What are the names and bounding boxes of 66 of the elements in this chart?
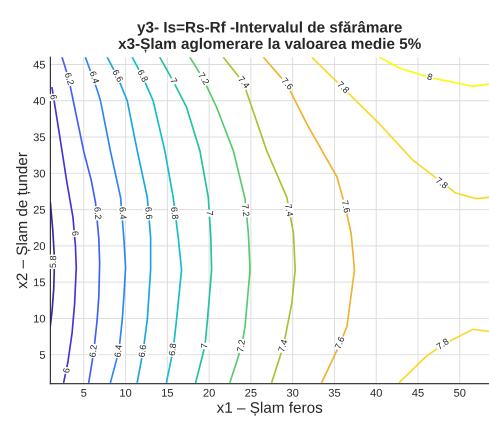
line-series [378, 57, 489, 88]
line-series [222, 57, 296, 384]
line-series [106, 57, 152, 384]
annotation: 7 [200, 344, 208, 348]
annotation: 6.6 [112, 69, 124, 82]
annotation: 7.6 [334, 336, 345, 350]
annotation: 6.6 [138, 344, 146, 358]
x-tick-label: 15 [162, 388, 174, 397]
annotation: 6.4 [114, 344, 122, 358]
x-tick-label: 20 [203, 388, 215, 397]
x-axis-title: x1 – Șlam feros [216, 402, 322, 416]
annotation: 7.8 [435, 176, 448, 189]
y-tick-label: 30 [34, 170, 46, 178]
annotation: 6.2 [94, 207, 102, 220]
annotation: 8 [426, 73, 433, 80]
annotation: 7.2 [198, 72, 210, 86]
line-series [262, 57, 356, 384]
annotation: 6.2 [64, 72, 74, 86]
y-tick-label: 15 [34, 278, 46, 286]
x-tick-label: 30 [286, 388, 298, 397]
y-tick-label: 45 [33, 60, 46, 69]
annotation: 5.8 [50, 256, 56, 268]
y-tick-label: 10 [34, 314, 46, 323]
annotation: 7.2 [242, 204, 250, 216]
annotation: 6.4 [119, 207, 127, 220]
x-tick-label: 45 [412, 388, 424, 397]
line-series [311, 57, 489, 200]
annotation: 7.2 [236, 340, 245, 352]
x-tick-label: 10 [120, 388, 132, 397]
annotation: 7.4 [285, 204, 294, 217]
x-tick-label: 25 [245, 388, 257, 397]
annotation: 7.4 [238, 76, 250, 89]
annotation: 6.8 [137, 69, 149, 82]
chart-title: y3- Is=Rs-Rf -Intervalul de sfărâmare x3-Șlam aglomerare la valoarea medie 5% [118, 21, 421, 52]
y-tick-label: 40 [33, 97, 46, 105]
line-series [158, 57, 212, 384]
annotation: 6.8 [168, 343, 176, 356]
x-tick-label: 50 [454, 388, 466, 397]
y-tick-label: 25 [34, 206, 46, 214]
line-series [51, 86, 78, 384]
annotation: 7.6 [342, 200, 350, 213]
annotation: 7 [170, 78, 178, 84]
annotation: 7 [206, 210, 214, 216]
line-series [61, 57, 100, 384]
line-series [131, 57, 182, 384]
annotation: 7.8 [336, 80, 350, 94]
y-axis-title: x2 – Șlam de țunder [16, 152, 30, 289]
y-tick-label: 20 [34, 242, 46, 250]
annotation: 6.4 [90, 70, 100, 84]
x-tick-label: 40 [370, 388, 382, 397]
y-tick-label: 35 [34, 133, 46, 142]
annotation: 6 [50, 94, 58, 100]
x-tick-label: 5 [81, 388, 86, 397]
annotation: 7.4 [278, 339, 288, 352]
line-series [189, 57, 251, 384]
y-tick-label: 5 [40, 351, 46, 359]
annotation: 6 [62, 368, 70, 374]
annotation: 6 [72, 231, 79, 236]
x-tick-label: 35 [328, 388, 340, 397]
annotation: 7.6 [281, 77, 294, 90]
annotation: 6.2 [89, 344, 97, 358]
annotation: 7.8 [436, 338, 450, 350]
annotation: 6.6 [145, 207, 153, 220]
annotation: 6.8 [170, 206, 179, 220]
line-series [84, 57, 126, 384]
line-series [398, 328, 489, 384]
